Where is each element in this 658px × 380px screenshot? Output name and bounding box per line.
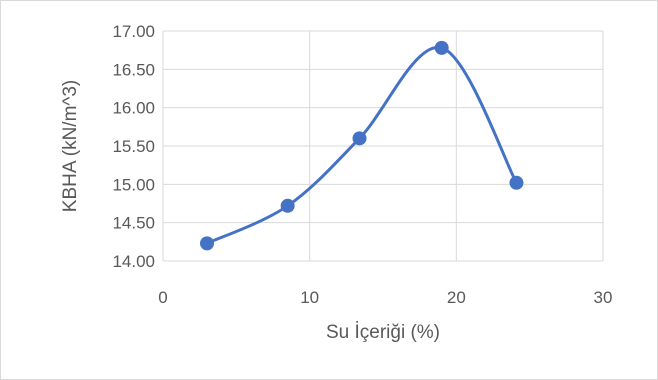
tick-labels: 14.00 14.50 15.00 15.50 16.00 16.50 17.00 0 10 20…	[112, 22, 612, 307]
x-tick-label: 10	[300, 288, 319, 307]
y-tick-label: 16.00	[112, 99, 155, 118]
data-point	[280, 198, 295, 213]
data-point	[509, 175, 524, 190]
data-point	[352, 131, 367, 146]
y-tick-label: 15.00	[112, 175, 155, 194]
y-axis-title: KBHA (kN/m^3)	[60, 80, 81, 212]
y-tick-label: 17.00	[112, 22, 155, 41]
x-tick-label: 0	[158, 288, 167, 307]
gridlines	[162, 30, 604, 262]
y-tick-label: 14.50	[112, 214, 155, 233]
x-tick-label: 30	[594, 288, 613, 307]
x-tick-label: 20	[447, 288, 466, 307]
y-tick-label: 15.50	[112, 137, 155, 156]
data-point	[434, 40, 449, 55]
y-tick-label: 16.50	[112, 60, 155, 79]
series-line	[205, 46, 518, 245]
x-axis-title: Su İçeriği (%)	[326, 322, 440, 343]
data-point	[200, 236, 214, 251]
y-tick-label: 14.00	[112, 252, 155, 271]
series	[200, 40, 524, 251]
